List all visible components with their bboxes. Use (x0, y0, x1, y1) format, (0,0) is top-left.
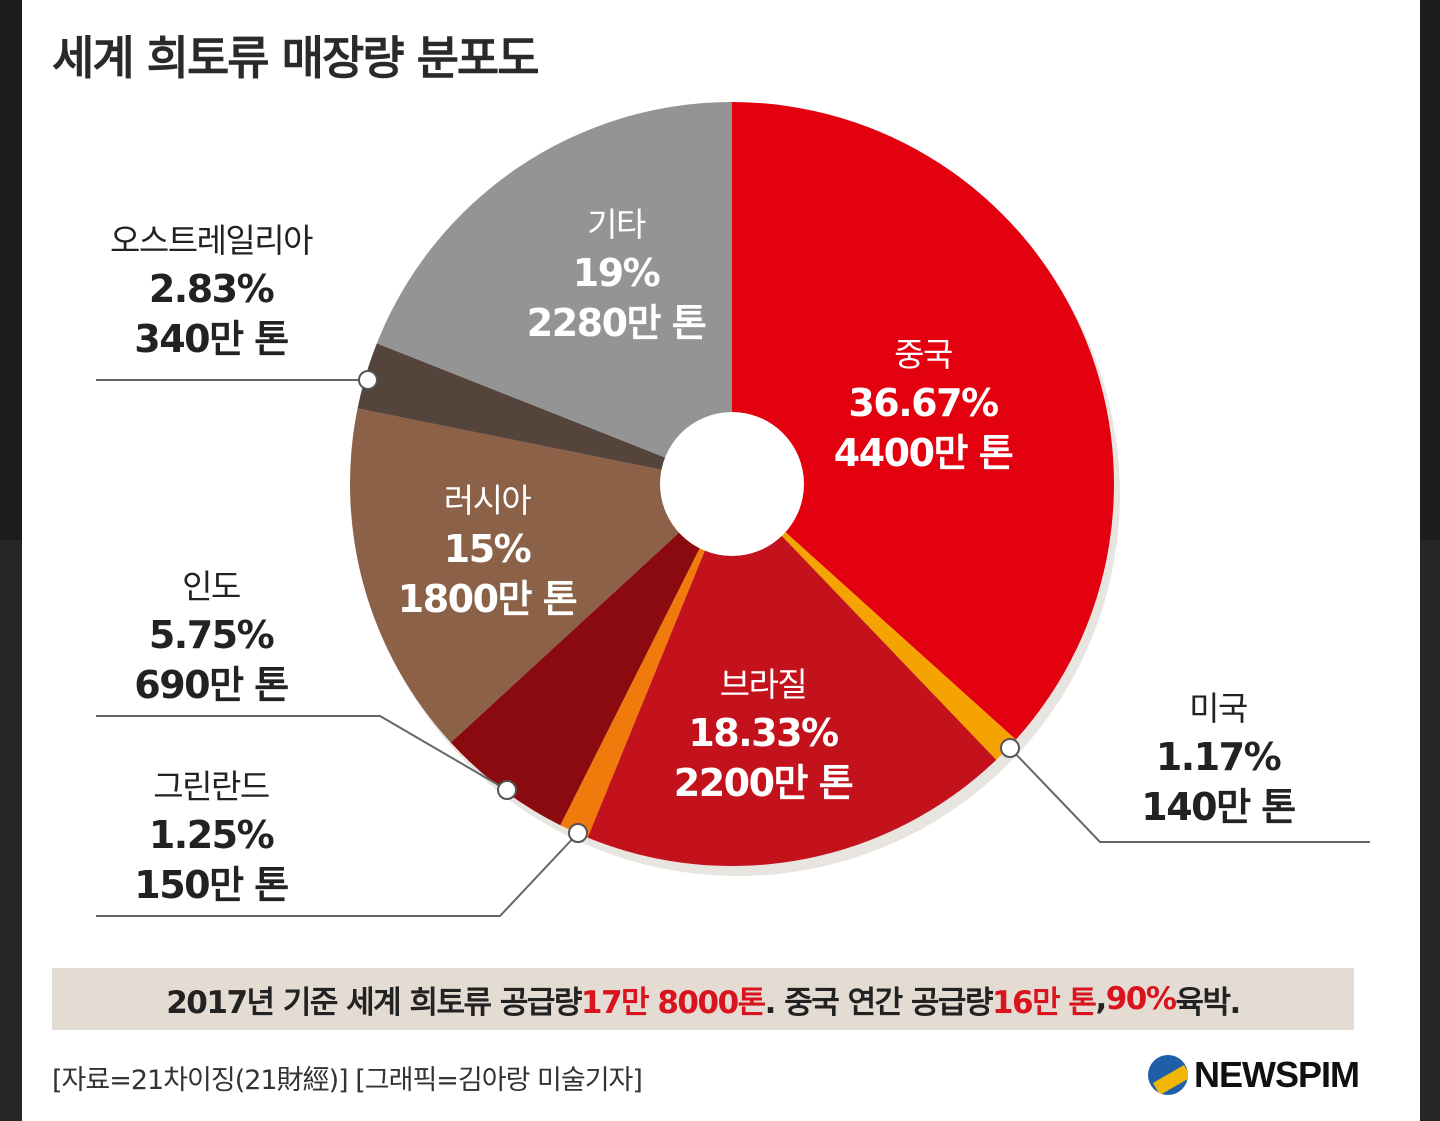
label-china-line-3: 4400만 톤 (834, 431, 1013, 475)
label-etc: 기타 19% 2280만 톤 (527, 205, 707, 345)
pie-slice-3 (587, 484, 997, 866)
footer-highlight-percent: 90% (1105, 981, 1177, 1017)
label-greenland-line-3: 150만 톤 (134, 863, 288, 907)
label-australia-line-2: 2.83% (149, 267, 274, 311)
newspim-logo[interactable]: NEWSPIM (1148, 1054, 1360, 1096)
footer-text-4: 육박. (1175, 984, 1241, 1021)
label-russia: 러시아 15% 1800만 톤 (398, 481, 578, 621)
label-brazil-line-1: 브라질 (720, 665, 807, 704)
greenland-leader (96, 832, 579, 917)
label-etc-line-2: 19% (573, 251, 660, 295)
label-usa: 미국 1.17% 140만 톤 (1141, 689, 1297, 829)
logo-text: NEWSPIM (1194, 1054, 1360, 1095)
label-russia-line-1: 러시아 (444, 481, 532, 520)
label-etc-line-3: 2280만 톤 (527, 301, 706, 345)
india-dot (497, 780, 517, 800)
usa-dot (1000, 738, 1020, 758)
label-usa-line-2: 1.17% (1156, 735, 1281, 779)
label-brazil-line-3: 2200만 톤 (674, 761, 853, 805)
label-china-line-2: 36.67% (848, 381, 998, 425)
pie-slice-4 (560, 484, 732, 838)
label-india-line-3: 690만 톤 (134, 663, 288, 707)
label-china-line-1: 중국 (894, 335, 952, 374)
usa-leader (1009, 747, 1370, 843)
australia-dot (358, 370, 378, 390)
label-brazil: 브라질 18.33% 2200만 톤 (674, 665, 854, 805)
label-india-line-1: 인도 (182, 567, 240, 606)
label-greenland: 그린란드 1.25% 150만 톤 (134, 767, 290, 907)
india-leader (96, 715, 508, 791)
label-greenland-line-1: 그린란드 (153, 767, 269, 806)
pie-center-hole (660, 412, 804, 556)
label-usa-line-3: 140만 톤 (1141, 785, 1295, 829)
pie-slice-6 (350, 408, 732, 743)
chart-title: 세계 희토류 매장량 분포도 (52, 31, 540, 85)
pie-slice-1 (732, 102, 1114, 740)
footer-text-3: , (1095, 981, 1107, 1017)
label-russia-line-3: 1800만 톤 (398, 577, 577, 621)
label-brazil-line-2: 18.33% (688, 711, 838, 755)
label-australia-line-1: 오스트레일리아 (110, 221, 313, 260)
label-greenland-line-2: 1.25% (149, 813, 274, 857)
pie-slice-2 (732, 484, 1016, 760)
footer-text-1: 2017년 기준 세계 희토류 공급량 (166, 984, 582, 1021)
greenland-dot (568, 823, 588, 843)
footer-highlight-supply: 17만 8000톤 (580, 984, 766, 1021)
pie-slice-7 (357, 343, 732, 484)
pie-slice-8 (376, 102, 732, 484)
label-australia: 오스트레일리아 2.83% 340만 톤 (110, 221, 315, 361)
label-china: 중국 36.67% 4400만 톤 (834, 335, 1014, 475)
label-russia-line-2: 15% (444, 527, 531, 571)
pie-slice-5 (450, 484, 732, 826)
source-credit: [자료=21차이징(21財經)] [그래픽=김아랑 미술기자] (52, 1065, 643, 1096)
label-usa-line-1: 미국 (1189, 689, 1247, 728)
label-india-line-2: 5.75% (149, 613, 274, 657)
label-india: 인도 5.75% 690만 톤 (134, 567, 290, 707)
footer-summary: 2017년 기준 세계 희토류 공급량 17만 8000톤 . 중국 연간 공급… (52, 968, 1354, 1030)
footer-text-2: . 중국 연간 공급량 (764, 984, 994, 1021)
label-etc-line-1: 기타 (587, 205, 646, 244)
newspim-logo-icon (1148, 1055, 1188, 1095)
footer-highlight-china-supply: 16만 톤 (991, 984, 1097, 1021)
label-australia-line-3: 340만 톤 (134, 317, 288, 361)
